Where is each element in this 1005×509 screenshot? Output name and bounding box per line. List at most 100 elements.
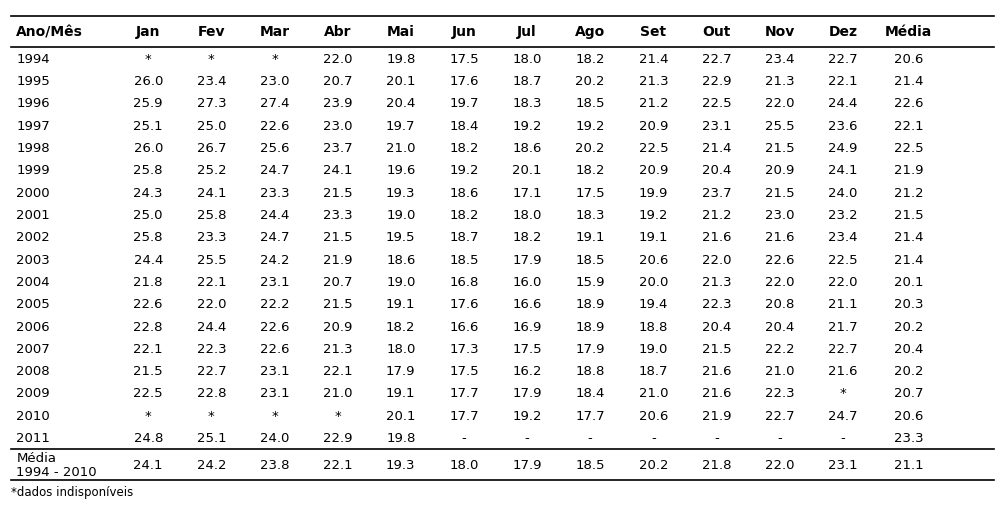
Text: 21.5: 21.5 (323, 186, 353, 199)
Text: 23.3: 23.3 (893, 431, 924, 444)
Text: 24.4: 24.4 (828, 97, 857, 110)
Text: 24.0: 24.0 (828, 186, 857, 199)
Text: 23.4: 23.4 (765, 52, 794, 66)
Text: 18.2: 18.2 (449, 142, 478, 155)
Text: 22.5: 22.5 (134, 387, 163, 400)
Text: -: - (715, 431, 719, 444)
Text: *: * (271, 409, 277, 422)
Text: 2003: 2003 (16, 253, 50, 266)
Text: 23.1: 23.1 (259, 275, 289, 288)
Text: 24.1: 24.1 (828, 164, 857, 177)
Text: 20.9: 20.9 (638, 120, 668, 132)
Text: 21.1: 21.1 (828, 298, 857, 310)
Text: 22.9: 22.9 (701, 75, 732, 88)
Text: 19.5: 19.5 (386, 231, 415, 244)
Text: 19.8: 19.8 (386, 431, 415, 444)
Text: 23.1: 23.1 (259, 387, 289, 400)
Text: 1995: 1995 (16, 75, 50, 88)
Text: 2000: 2000 (16, 186, 50, 199)
Text: 15.9: 15.9 (576, 275, 605, 288)
Text: 22.7: 22.7 (828, 52, 857, 66)
Text: 23.1: 23.1 (828, 458, 857, 471)
Text: 18.9: 18.9 (576, 298, 605, 310)
Text: 17.9: 17.9 (513, 253, 542, 266)
Text: 17.3: 17.3 (449, 342, 478, 355)
Text: 24.1: 24.1 (197, 186, 226, 199)
Text: 20.6: 20.6 (893, 409, 923, 422)
Text: 21.4: 21.4 (893, 253, 924, 266)
Text: 23.7: 23.7 (701, 186, 732, 199)
Text: 18.7: 18.7 (449, 231, 478, 244)
Text: Jul: Jul (518, 25, 537, 39)
Text: 16.2: 16.2 (513, 364, 542, 377)
Text: 22.7: 22.7 (197, 364, 226, 377)
Text: 24.2: 24.2 (197, 458, 226, 471)
Text: Dez: Dez (828, 25, 857, 39)
Text: 20.7: 20.7 (323, 275, 353, 288)
Text: 19.9: 19.9 (638, 186, 668, 199)
Text: 18.2: 18.2 (513, 231, 542, 244)
Text: -: - (651, 431, 655, 444)
Text: 23.6: 23.6 (828, 120, 857, 132)
Text: 25.1: 25.1 (134, 120, 163, 132)
Text: 17.6: 17.6 (449, 75, 478, 88)
Text: 18.5: 18.5 (576, 458, 605, 471)
Text: 18.0: 18.0 (386, 342, 415, 355)
Text: 21.9: 21.9 (893, 164, 924, 177)
Text: *: * (208, 52, 215, 66)
Text: 18.7: 18.7 (638, 364, 668, 377)
Text: 19.3: 19.3 (386, 186, 415, 199)
Text: 2009: 2009 (16, 387, 50, 400)
Text: 17.6: 17.6 (449, 298, 478, 310)
Text: *: * (145, 409, 152, 422)
Text: 23.7: 23.7 (323, 142, 353, 155)
Text: 20.4: 20.4 (701, 164, 732, 177)
Text: 20.1: 20.1 (386, 75, 415, 88)
Text: Jan: Jan (136, 25, 161, 39)
Text: 16.8: 16.8 (449, 275, 478, 288)
Text: 19.0: 19.0 (638, 342, 668, 355)
Text: 18.8: 18.8 (638, 320, 668, 333)
Text: 18.3: 18.3 (576, 209, 605, 221)
Text: 19.7: 19.7 (449, 97, 478, 110)
Text: 19.0: 19.0 (386, 209, 415, 221)
Text: 17.5: 17.5 (449, 52, 478, 66)
Text: 24.2: 24.2 (259, 253, 289, 266)
Text: 24.7: 24.7 (259, 164, 289, 177)
Text: 18.6: 18.6 (386, 253, 415, 266)
Text: 22.1: 22.1 (323, 458, 353, 471)
Text: *: * (208, 409, 215, 422)
Text: 21.4: 21.4 (893, 231, 924, 244)
Text: 19.2: 19.2 (638, 209, 668, 221)
Text: 25.2: 25.2 (197, 164, 226, 177)
Text: 18.0: 18.0 (513, 209, 542, 221)
Text: 22.6: 22.6 (259, 342, 289, 355)
Text: 20.4: 20.4 (765, 320, 794, 333)
Text: 21.3: 21.3 (638, 75, 668, 88)
Text: 25.9: 25.9 (134, 97, 163, 110)
Text: 21.5: 21.5 (323, 298, 353, 310)
Text: 24.4: 24.4 (134, 253, 163, 266)
Text: 23.3: 23.3 (323, 209, 353, 221)
Text: 20.2: 20.2 (893, 364, 924, 377)
Text: Média: Média (16, 451, 56, 465)
Text: 20.6: 20.6 (638, 253, 668, 266)
Text: 16.6: 16.6 (449, 320, 478, 333)
Text: 20.6: 20.6 (893, 52, 923, 66)
Text: 2005: 2005 (16, 298, 50, 310)
Text: 20.1: 20.1 (893, 275, 924, 288)
Text: *: * (335, 409, 341, 422)
Text: 21.2: 21.2 (638, 97, 668, 110)
Text: 21.4: 21.4 (701, 142, 732, 155)
Text: 22.1: 22.1 (828, 75, 857, 88)
Text: 20.9: 20.9 (638, 164, 668, 177)
Text: *: * (145, 52, 152, 66)
Text: 26.7: 26.7 (197, 142, 226, 155)
Text: 21.8: 21.8 (134, 275, 163, 288)
Text: 24.0: 24.0 (260, 431, 289, 444)
Text: 19.0: 19.0 (386, 275, 415, 288)
Text: 23.9: 23.9 (323, 97, 353, 110)
Text: 25.8: 25.8 (134, 231, 163, 244)
Text: 18.6: 18.6 (513, 142, 542, 155)
Text: 25.5: 25.5 (197, 253, 226, 266)
